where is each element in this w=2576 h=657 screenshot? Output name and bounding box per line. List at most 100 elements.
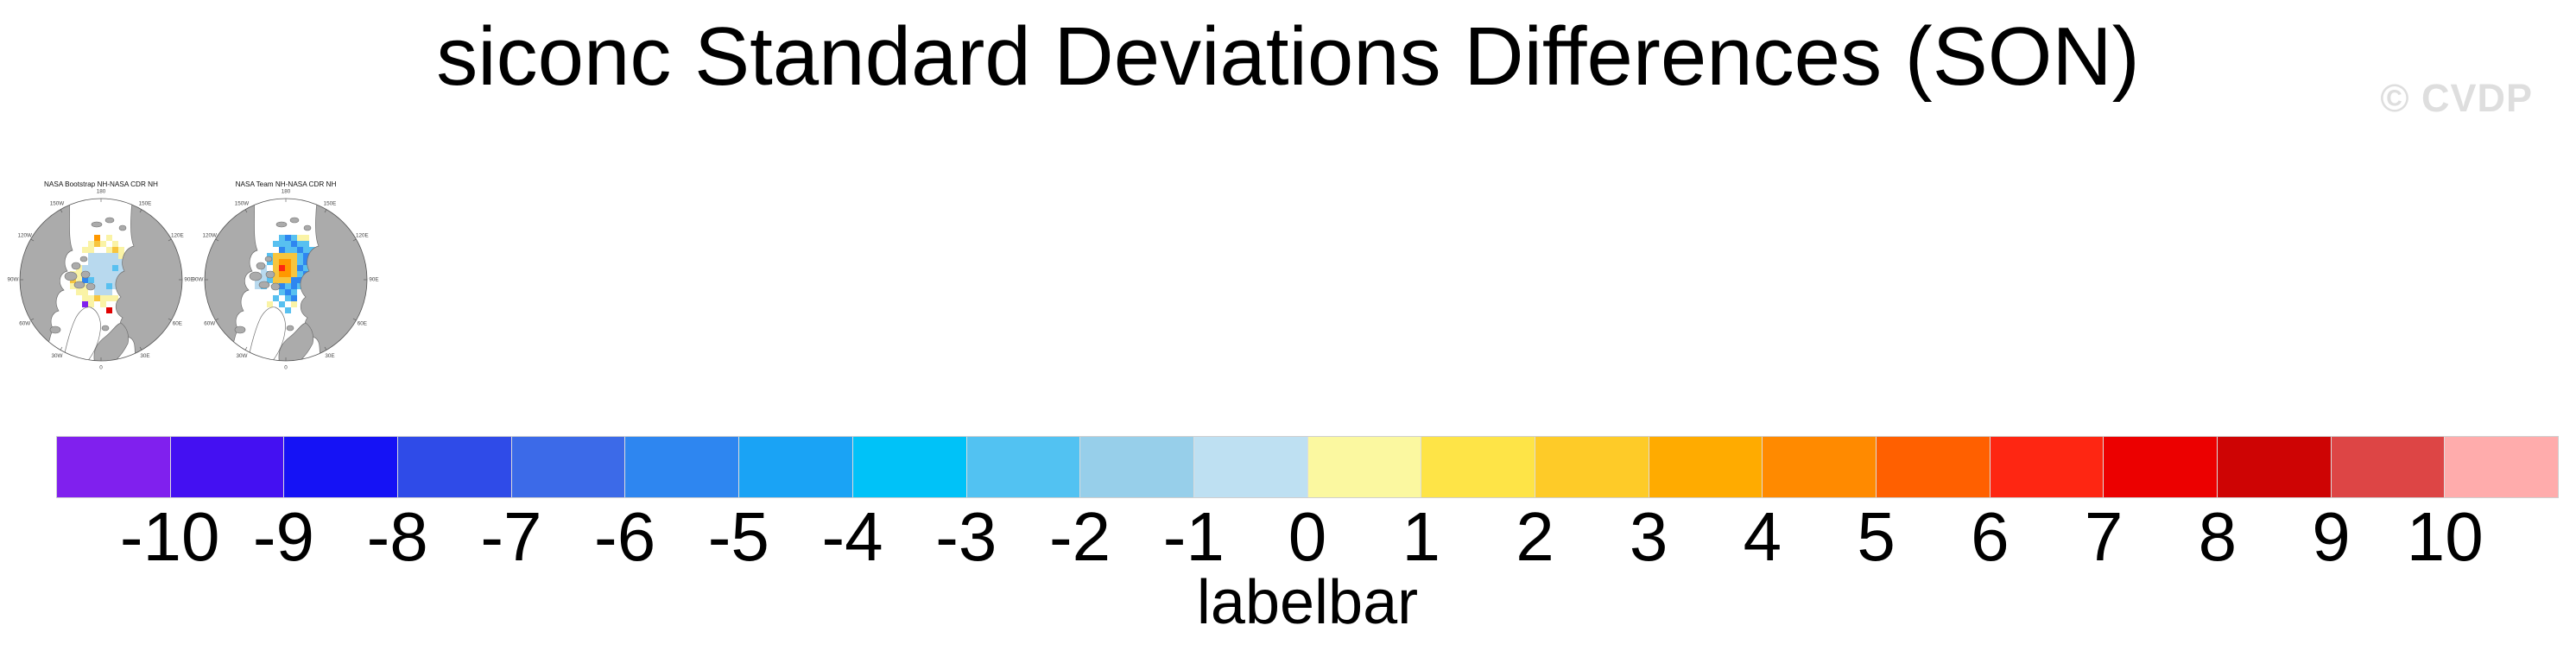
grid-cell	[118, 253, 124, 259]
grid-cell	[303, 265, 309, 271]
grid-cell	[88, 259, 94, 265]
grid-cell	[273, 241, 279, 247]
grid-cell	[112, 241, 118, 247]
island	[104, 217, 115, 224]
colorbar-tick-label: 4	[1743, 498, 1782, 575]
island	[73, 281, 85, 289]
island	[101, 325, 110, 332]
grid-cell	[279, 271, 285, 277]
grid-cell	[279, 259, 285, 265]
grid-cell	[285, 259, 291, 265]
island	[303, 224, 312, 231]
land-mass-greenland	[61, 306, 101, 361]
grid-cell	[291, 259, 297, 265]
colorbar-tick-label: 0	[1288, 498, 1327, 575]
colorbar-segment-6	[738, 437, 852, 497]
grid-cell	[106, 247, 112, 253]
colorbar-segment-13	[1534, 437, 1649, 497]
grid-cell	[291, 247, 297, 253]
grid-cell	[297, 271, 303, 277]
island	[270, 282, 281, 291]
grid-cell	[279, 253, 285, 259]
longitude-label: 60W	[19, 321, 30, 327]
grid-cell	[112, 265, 118, 271]
map-panel-title: NASA Team NH-NASA CDR NH	[236, 180, 337, 188]
longitude-label: 30E	[325, 353, 334, 359]
longitude-label: 180	[282, 189, 291, 195]
grid-cell	[100, 265, 106, 271]
grid-cell	[82, 277, 88, 283]
colorbar-ticks: -10 -9 -8 -7 -6 -5 -4 -3 -2 -1 0 1 2 3 4 5 6 7 8 9 10	[0, 502, 2576, 580]
island	[85, 282, 96, 291]
colorbar-segment-5	[624, 437, 739, 497]
grid-cell	[279, 277, 285, 283]
grid-cell	[88, 253, 94, 259]
grid-cell	[297, 241, 303, 247]
grid-cell	[82, 301, 88, 307]
meridian-tick	[324, 346, 327, 351]
colorbar-tick-label: 10	[2406, 498, 2484, 575]
grid-cell	[82, 295, 88, 301]
colorbar-segment-4	[510, 437, 625, 497]
grid-cell	[112, 271, 118, 277]
longitude-label: 90E	[369, 277, 378, 283]
colorbar-tick-label: -9	[252, 498, 315, 575]
colorbar-segment-2	[283, 437, 398, 497]
grid-cell	[291, 277, 297, 283]
meridian-tick	[244, 209, 248, 213]
grid-cell	[112, 295, 118, 301]
longitude-label: 60E	[173, 321, 182, 327]
grid-cell	[279, 265, 285, 271]
longitude-label: 150W	[235, 200, 250, 206]
grid-cell	[291, 235, 297, 241]
colorbar-segment-14	[1648, 437, 1763, 497]
grid-cell	[112, 253, 118, 259]
grid-cell	[94, 259, 100, 265]
longitude-label: 60W	[204, 321, 215, 327]
grid-cell	[285, 247, 291, 253]
grid-cell	[303, 247, 309, 253]
cvdp-watermark: © CVDP	[2380, 76, 2533, 120]
colorbar-segment-17	[1989, 437, 2104, 497]
longitude-label: 120E	[171, 233, 184, 239]
grid-cell	[285, 265, 291, 271]
grid-cell	[285, 271, 291, 277]
colorbar-tick-label: -5	[707, 498, 769, 575]
island	[249, 271, 263, 281]
meridian-tick	[139, 346, 142, 351]
grid-cell	[94, 295, 100, 301]
grid-cell	[88, 247, 94, 253]
grid-cell	[261, 277, 267, 283]
colorbar-tick-label: -10	[119, 498, 220, 575]
colorbar-segment-8	[965, 437, 1080, 497]
colorbar-segment-7	[851, 437, 966, 497]
grid-cell	[273, 253, 279, 259]
colorbar-segment-9	[1079, 437, 1193, 497]
grid-cell	[94, 283, 100, 289]
longitude-label: 90E	[184, 277, 193, 283]
colorbar-tick-label: 9	[2312, 498, 2351, 575]
grid-cell	[291, 301, 297, 307]
longitude-label: 30W	[52, 353, 63, 359]
colorbar-segment-3	[397, 437, 511, 497]
grid-cell	[267, 301, 273, 307]
grid-cell	[285, 253, 291, 259]
colorbar-tick-label: 2	[1516, 498, 1554, 575]
figure-title: siconc Standard Deviations Differences (…	[436, 10, 2140, 103]
grid-cell	[291, 295, 297, 301]
grid-cell	[261, 271, 267, 277]
grid-cell	[106, 259, 112, 265]
grid-cell	[100, 289, 106, 295]
grid-cell	[118, 259, 124, 265]
meridian-tick	[215, 238, 219, 242]
grid-cell	[279, 301, 285, 307]
grid-cell	[285, 307, 291, 313]
grid-cell	[112, 259, 118, 265]
map-content	[20, 199, 182, 361]
grid-cell	[255, 283, 261, 289]
map-content	[205, 199, 367, 361]
meridian-tick	[168, 318, 172, 321]
grid-cell	[106, 271, 112, 277]
